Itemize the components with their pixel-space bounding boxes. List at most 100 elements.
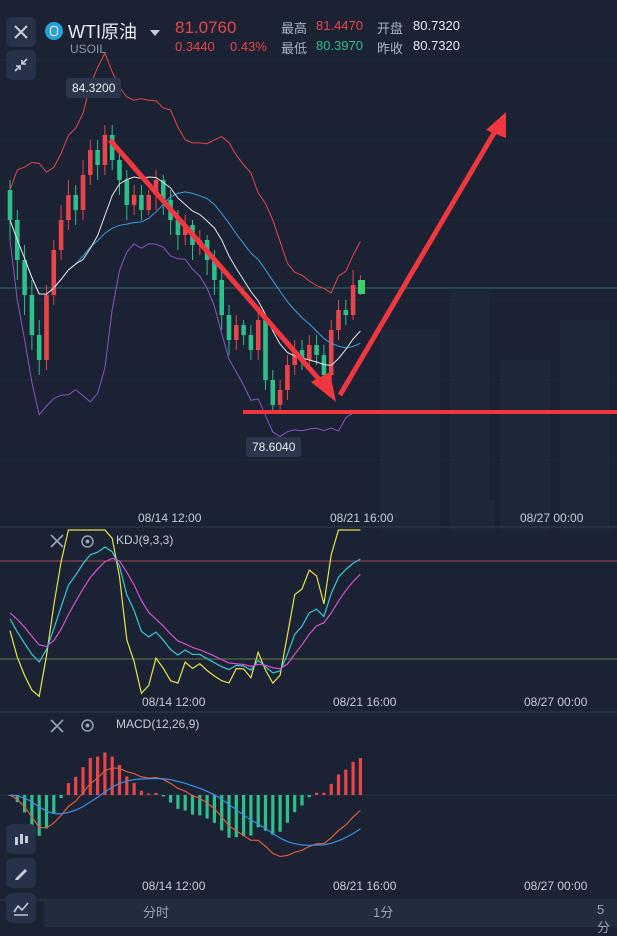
candle-body xyxy=(58,220,64,250)
macd-histogram-bar xyxy=(315,792,319,795)
kdj-x-tick: 08/14 12:00 xyxy=(142,695,206,709)
candle-body xyxy=(124,180,130,205)
prev-close-label: 昨收 xyxy=(377,41,404,56)
macd-histogram-bar xyxy=(30,795,34,826)
pen-icon xyxy=(15,869,27,880)
macd-histogram-bar xyxy=(307,795,311,798)
candle-body xyxy=(117,160,122,180)
dropdown-icon[interactable] xyxy=(150,24,160,42)
candle-body xyxy=(277,390,283,405)
candle-body xyxy=(219,280,224,315)
boll-upper-line xyxy=(9,51,361,294)
macd-histogram-bar xyxy=(285,795,289,823)
macd-histogram-bar xyxy=(139,790,143,795)
kdj-k-line xyxy=(9,546,361,674)
price-x-tick: 08/27 00:00 xyxy=(520,511,584,525)
candle-body xyxy=(350,285,356,315)
macd-histogram-bar xyxy=(227,795,231,838)
macd-histogram-bar xyxy=(256,795,260,828)
kdj-x-tick: 08/27 00:00 xyxy=(524,695,588,709)
macd-histogram-bar xyxy=(234,795,238,838)
candle-body xyxy=(95,150,100,165)
uptrend-arrow-line xyxy=(337,126,500,397)
draw-button[interactable] xyxy=(6,858,36,888)
macd-histogram-bar xyxy=(125,776,129,795)
macd-histogram-bar xyxy=(154,792,158,795)
tab-5min[interactable]: 5分 xyxy=(597,902,611,935)
candle-body xyxy=(88,150,93,175)
candle-body xyxy=(212,260,217,280)
macd-settings-icon[interactable] xyxy=(80,718,95,738)
macd-histogram-bar xyxy=(300,795,304,806)
candle-body xyxy=(234,325,239,340)
candle-body xyxy=(66,195,71,220)
candlestick-icon xyxy=(15,834,28,845)
candle-body xyxy=(153,180,159,195)
kdj-title: KDJ(9,3,3) xyxy=(116,533,174,547)
candle-body xyxy=(109,135,115,160)
indicator-button[interactable] xyxy=(6,893,36,923)
macd-histogram-bar xyxy=(205,795,209,819)
macd-x-tick: 08/14 12:00 xyxy=(142,879,206,893)
shrink-button[interactable] xyxy=(6,50,36,80)
indicator-icon xyxy=(13,902,29,916)
candle-body xyxy=(292,350,297,365)
price-change: 0.3440 xyxy=(175,39,215,54)
macd-histogram-bar xyxy=(23,795,27,813)
macd-histogram-bar xyxy=(66,783,70,795)
macd-histogram-bar xyxy=(117,764,122,795)
candle-body xyxy=(44,295,49,360)
candlestick-button[interactable] xyxy=(6,824,36,854)
macd-dea-line xyxy=(9,777,361,846)
symbol-name[interactable]: WTI原油 xyxy=(68,22,137,42)
low-marker: 78.6040 xyxy=(246,437,302,457)
kdj-close-icon[interactable] xyxy=(50,534,64,553)
macd-histogram-bar xyxy=(351,761,355,795)
candle-body xyxy=(263,320,268,380)
open-label: 开盘 xyxy=(377,21,404,36)
macd-histogram-bar xyxy=(249,795,253,836)
tab-timeshare[interactable]: 分时 xyxy=(143,905,170,920)
candle-body xyxy=(51,250,57,295)
candle-body xyxy=(175,220,181,235)
macd-histogram-bar xyxy=(88,757,92,795)
macd-histogram-bar xyxy=(161,795,165,797)
tab-1min[interactable]: 1分 xyxy=(373,905,394,920)
close-button[interactable] xyxy=(6,17,36,47)
high-label: 最高 xyxy=(281,21,308,36)
price-change-pct: 0.43% xyxy=(230,39,267,54)
macd-dif-line xyxy=(9,767,361,858)
downtrend-arrowhead xyxy=(311,372,336,402)
macd-x-tick: 08/27 00:00 xyxy=(524,879,588,893)
candle-body xyxy=(343,310,349,315)
candle-body xyxy=(7,190,13,220)
macd-histogram-bar xyxy=(263,795,268,831)
kdj-d-line xyxy=(9,557,361,670)
macd-histogram-bar xyxy=(220,795,224,831)
candle-body xyxy=(102,135,108,165)
macd-histogram-bar xyxy=(358,758,362,795)
candle-body xyxy=(22,260,27,295)
kdj-settings-icon[interactable] xyxy=(80,534,95,554)
candle-body xyxy=(248,335,254,350)
macd-histogram-bar xyxy=(176,795,180,809)
boll-mid-line xyxy=(9,176,361,367)
candle-body xyxy=(182,225,188,235)
macd-close-icon[interactable] xyxy=(50,719,64,738)
macd-histogram-bar xyxy=(329,783,333,795)
macd-histogram-bar xyxy=(96,756,100,795)
tab-bar xyxy=(44,901,617,927)
macd-histogram-bar xyxy=(271,795,275,835)
macd-histogram-bar xyxy=(110,756,114,795)
close-icon xyxy=(14,25,28,39)
prev-close-value: 80.7320 xyxy=(413,38,460,53)
candle-body xyxy=(255,320,261,350)
candle-body xyxy=(131,195,137,205)
macd-histogram-bar xyxy=(74,776,78,795)
macd-histogram-bar xyxy=(322,792,326,795)
backdrop-building xyxy=(405,470,435,530)
symbol-logo xyxy=(45,22,63,40)
uptrend-arrowhead xyxy=(486,112,506,138)
macd-histogram-bar xyxy=(59,795,63,799)
